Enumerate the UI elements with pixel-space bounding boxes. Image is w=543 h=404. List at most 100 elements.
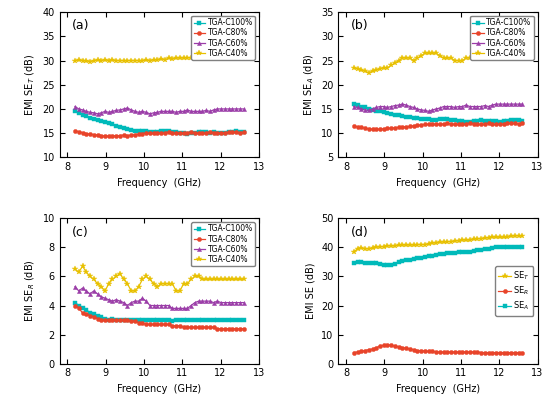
SE$_R$ (452, 349, 458, 354)
TGA-C40% (384, 65, 391, 70)
SE$_R$ (519, 350, 526, 355)
TGA-C60% (470, 104, 477, 109)
TGA-C60% (124, 303, 131, 308)
TGA-C40% (411, 58, 417, 63)
TGA-C40% (407, 56, 413, 61)
Line: SE$_R$: SE$_R$ (352, 343, 525, 355)
TGA-C100% (139, 318, 146, 322)
TGA-C60% (392, 103, 398, 108)
SE$_T$ (381, 244, 387, 249)
SE$_R$ (351, 350, 357, 355)
TGA-C100% (399, 114, 406, 119)
SE$_T$ (437, 240, 443, 244)
TGA-C40% (128, 288, 135, 293)
TGA-C60% (113, 297, 119, 302)
TGA-C40% (369, 69, 376, 74)
X-axis label: Frequency  (GHz): Frequency (GHz) (117, 178, 201, 188)
TGA-C60% (94, 112, 101, 116)
TGA-C60% (493, 102, 500, 107)
TGA-C60% (91, 288, 97, 293)
X-axis label: Frequency  (GHz): Frequency (GHz) (396, 384, 480, 394)
TGA-C100% (519, 118, 526, 123)
TGA-C80% (132, 319, 138, 324)
TGA-C60% (158, 109, 165, 114)
TGA-C100% (493, 119, 500, 124)
TGA-C80% (195, 131, 202, 136)
SE$_T$ (504, 235, 510, 240)
TGA-C100% (162, 318, 168, 322)
TGA-C40% (440, 56, 447, 61)
SE$_A$ (444, 251, 451, 256)
SE$_R$ (369, 347, 376, 351)
SE$_T$ (459, 238, 465, 242)
TGA-C60% (444, 104, 451, 109)
Legend: TGA-C100%, TGA-C80%, TGA-C60%, TGA-C40%: TGA-C100%, TGA-C80%, TGA-C60%, TGA-C40% (192, 222, 255, 266)
SE$_R$ (433, 349, 439, 354)
TGA-C80% (240, 130, 247, 135)
TGA-C60% (154, 303, 161, 308)
TGA-C60% (218, 300, 224, 305)
SE$_T$ (519, 234, 526, 238)
TGA-C100% (351, 102, 357, 107)
TGA-C40% (478, 56, 484, 61)
TGA-C80% (456, 122, 462, 126)
TGA-C80% (154, 322, 161, 327)
SE$_T$ (433, 241, 439, 246)
TGA-C80% (147, 131, 153, 136)
TGA-C40% (166, 56, 172, 61)
TGA-C100% (482, 118, 488, 123)
TGA-C60% (411, 105, 417, 110)
TGA-C100% (425, 117, 432, 122)
SE$_A$ (407, 257, 413, 262)
TGA-C60% (105, 110, 112, 115)
TGA-C80% (440, 122, 447, 126)
TGA-C60% (233, 107, 239, 112)
TGA-C80% (365, 126, 372, 131)
TGA-C80% (358, 125, 364, 130)
SE$_T$ (500, 235, 507, 240)
SE$_A$ (489, 246, 496, 250)
TGA-C80% (128, 133, 135, 137)
TGA-C40% (143, 274, 149, 279)
TGA-C60% (437, 105, 443, 110)
SE$_A$ (399, 259, 406, 264)
SE$_R$ (470, 349, 477, 354)
TGA-C60% (496, 102, 503, 107)
TGA-C60% (188, 109, 194, 114)
SE$_T$ (515, 234, 522, 238)
TGA-C40% (113, 274, 119, 279)
TGA-C60% (166, 303, 172, 308)
TGA-C40% (192, 274, 198, 279)
TGA-C80% (422, 122, 428, 127)
TGA-C80% (169, 324, 175, 328)
SE$_R$ (440, 349, 447, 354)
TGA-C60% (162, 303, 168, 308)
SE$_R$ (504, 350, 510, 355)
TGA-C100% (158, 318, 165, 322)
TGA-C100% (102, 120, 108, 124)
SE$_A$ (373, 261, 380, 266)
SE$_A$ (395, 259, 402, 264)
TGA-C100% (98, 119, 104, 124)
TGA-C60% (102, 296, 108, 301)
SE$_A$ (354, 259, 361, 264)
TGA-C100% (143, 318, 149, 322)
TGA-C60% (407, 104, 413, 109)
TGA-C40% (139, 277, 146, 282)
TGA-C100% (500, 119, 507, 124)
TGA-C60% (113, 108, 119, 113)
SE$_R$ (411, 347, 417, 352)
TGA-C80% (121, 133, 127, 137)
TGA-C60% (206, 299, 213, 303)
TGA-C80% (75, 129, 82, 134)
TGA-C60% (474, 104, 481, 109)
TGA-C100% (192, 318, 198, 322)
TGA-C100% (504, 118, 510, 123)
SE$_R$ (493, 350, 500, 355)
TGA-C60% (485, 104, 492, 109)
Line: TGA-C100%: TGA-C100% (73, 301, 245, 324)
TGA-C60% (210, 107, 217, 112)
TGA-C60% (225, 300, 232, 305)
TGA-C100% (237, 318, 243, 322)
TGA-C80% (351, 124, 357, 128)
